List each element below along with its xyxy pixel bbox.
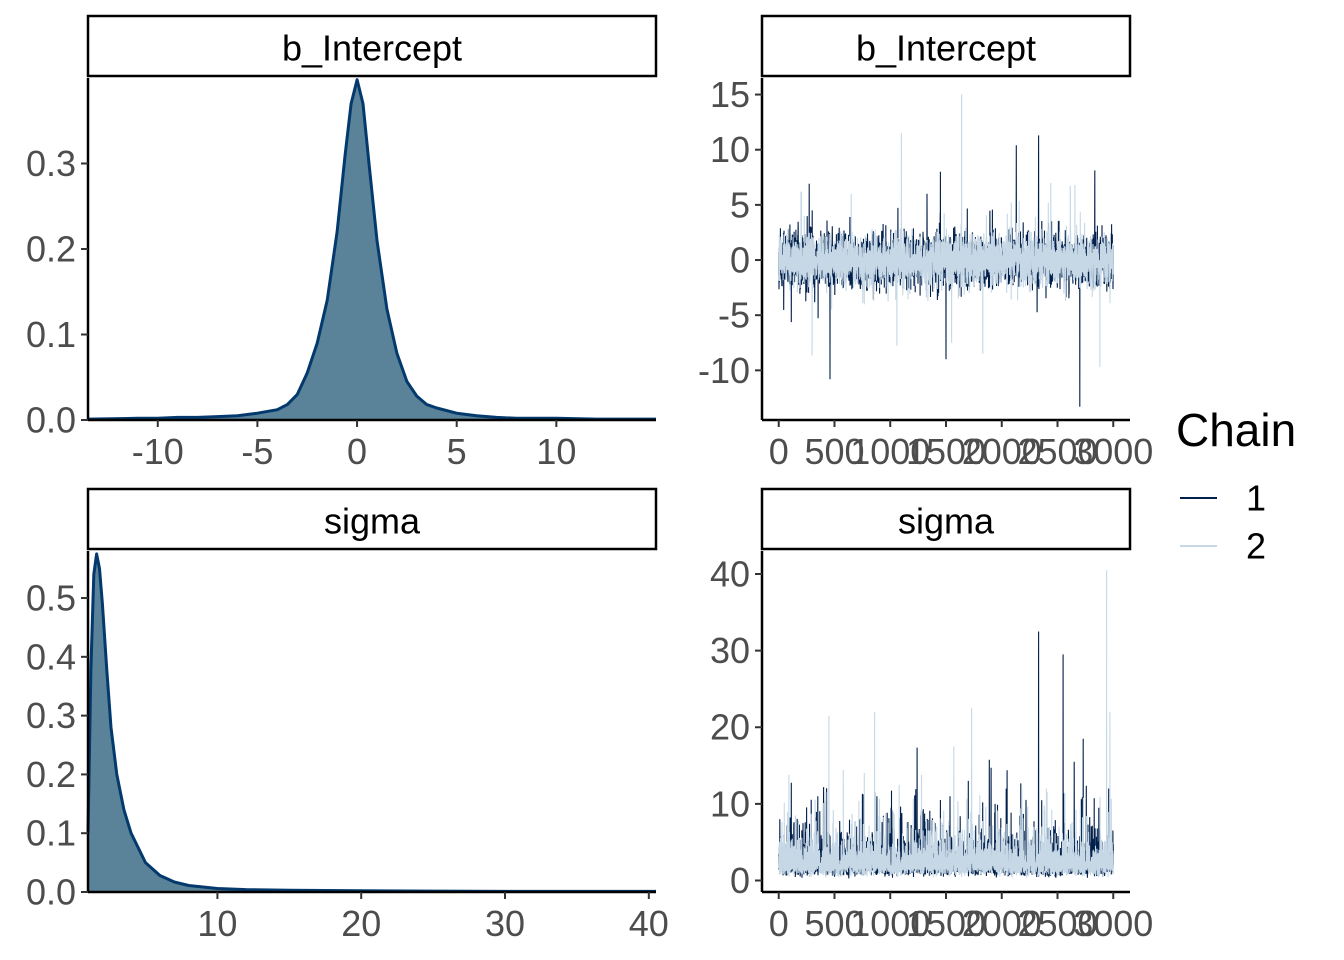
x-tick-label: 2000 (962, 431, 1042, 472)
x-tick-label: 20 (341, 903, 381, 944)
y-tick-label: -10 (698, 350, 750, 391)
x-tick-label: 40 (629, 903, 669, 944)
legend-label-chain-1: 1 (1246, 478, 1266, 519)
x-tick-label: 3000 (1073, 431, 1153, 472)
strip-box (760, 487, 1132, 551)
x-tick-label: 1000 (850, 903, 930, 944)
legend: Chain 1 2 (1176, 404, 1296, 567)
density-area (88, 79, 656, 420)
strip-label: sigma (324, 501, 421, 542)
strip-box (760, 14, 1132, 78)
y-tick-label: 0.5 (26, 578, 76, 619)
x-tick-label: -5 (241, 431, 273, 472)
y-tick-label: 0.2 (26, 754, 76, 795)
x-tick-label: 10 (197, 903, 237, 944)
strip-label: sigma (898, 501, 995, 542)
strip-box (86, 14, 658, 78)
y-tick-label: 20 (710, 707, 750, 748)
density-panel-sigma: sigma 10 20 30 40 0.0 0.1 0.2 0.3 0.4 0.5 (26, 487, 669, 944)
x-tick-label: 500 (804, 431, 864, 472)
x-tick-label: 1500 (906, 903, 986, 944)
x-tick-label: -10 (132, 431, 184, 472)
y-tick-label: 0 (730, 860, 750, 901)
x-tick-label: 3000 (1073, 903, 1153, 944)
density-panel-b-intercept: b_Intercept -10 -5 0 5 10 0.0 0.1 0.2 0.3 (26, 14, 658, 472)
x-tick-label: 10 (536, 431, 576, 472)
trace-line-chain-2 (778, 570, 1114, 878)
density-area (88, 553, 656, 892)
x-tick-label: 1500 (906, 431, 986, 472)
x-tick-label: 30 (485, 903, 525, 944)
y-tick-label: 10 (710, 783, 750, 824)
y-tick-label: 0.1 (26, 813, 76, 854)
y-tick-label: 0 (730, 240, 750, 281)
strip-box (86, 487, 658, 551)
y-tick-label: 0.0 (26, 400, 76, 441)
y-tick-label: 0.3 (26, 143, 76, 184)
x-tick-label: 0 (347, 431, 367, 472)
strip-label: b_Intercept (282, 28, 462, 69)
legend-title: Chain (1176, 404, 1296, 456)
y-tick-label: -5 (718, 295, 750, 336)
y-tick-label: 40 (710, 553, 750, 594)
trace-line-chain-2 (778, 94, 1114, 368)
x-tick-label: 2500 (1017, 431, 1097, 472)
y-tick-label: 0.0 (26, 872, 76, 913)
legend-label-chain-2: 2 (1246, 526, 1266, 567)
x-tick-label: 0 (769, 903, 789, 944)
y-tick-label: 0.3 (26, 695, 76, 736)
y-tick-label: 5 (730, 184, 750, 225)
y-tick-label: 0.4 (26, 636, 76, 677)
x-tick-label: 5 (447, 431, 467, 472)
x-tick-label: 1000 (850, 431, 930, 472)
y-tick-label: 0.2 (26, 229, 76, 270)
x-tick-label: 2500 (1017, 903, 1097, 944)
density-curve (86, 552, 656, 893)
y-tick-label: 10 (710, 129, 750, 170)
x-tick-label: 500 (804, 903, 864, 944)
y-tick-label: 15 (710, 74, 750, 115)
x-tick-label: 0 (769, 431, 789, 472)
y-tick-label: 0.1 (26, 314, 76, 355)
strip-label: b_Intercept (856, 28, 1036, 69)
x-tick-label: 2000 (962, 903, 1042, 944)
y-tick-label: 30 (710, 630, 750, 671)
density-curve (87, 78, 656, 421)
